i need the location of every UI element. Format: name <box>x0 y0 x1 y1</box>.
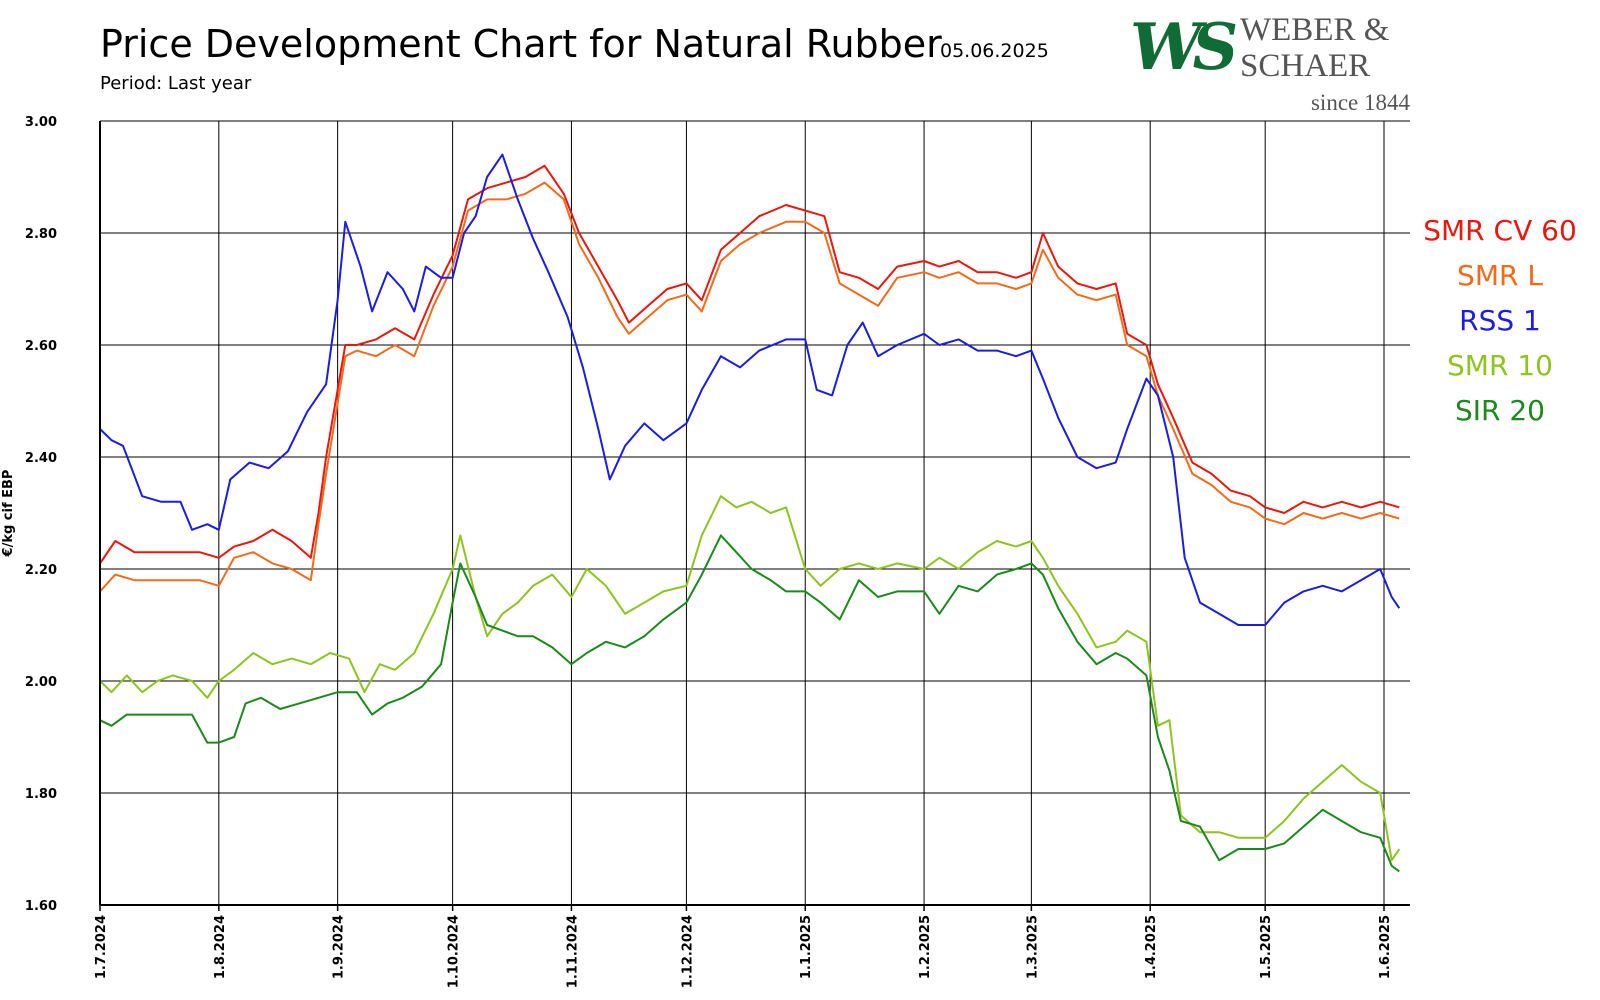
series-line-smr-10 <box>99 495 1401 862</box>
axes: 1.60 1.80 2.00 2.20 2.40 2.60 2.80 3.00 1.7.2024… <box>1 115 1410 988</box>
x-tick-label: 1.12.2024 <box>680 915 695 988</box>
y-tick-label: 2.20 <box>25 563 57 578</box>
series-line-rss-1 <box>99 153 1401 626</box>
legend-item-smr-10: SMR 10 <box>1447 349 1553 382</box>
x-tick-label: 1.7.2024 <box>94 915 109 979</box>
y-axis-label: €/kg cif EBP <box>1 470 16 558</box>
x-tick-label: 1.9.2024 <box>332 915 347 979</box>
x-tick-label: 1.1.2025 <box>799 915 814 979</box>
x-tick-label: 1.2.2025 <box>918 915 933 979</box>
logo-since: since 1844 <box>1310 90 1410 115</box>
logo-name-line2: SCHAER <box>1240 48 1371 84</box>
y-tick-label: 1.80 <box>25 787 57 802</box>
company-logo: WS WEBER & SCHAER since 1844 <box>1123 6 1410 116</box>
legend-item-sir-20: SIR 20 <box>1454 394 1545 427</box>
chart-legend: SMR CV 60 SMR L RSS 1 SMR 10 SIR 20 <box>1410 208 1590 433</box>
legend-item-smr-l: SMR L <box>1457 259 1543 292</box>
series-line-smr-l <box>99 181 1400 593</box>
y-tick-label: 2.40 <box>25 451 57 466</box>
legend-item-rss-1: RSS 1 <box>1459 304 1541 337</box>
x-tick-label: 1.5.2025 <box>1259 915 1274 979</box>
series-line-smr-cv-60 <box>99 164 1400 564</box>
x-tick-label: 1.8.2024 <box>213 915 228 979</box>
series-lines <box>99 153 1401 873</box>
y-tick-label: 2.80 <box>25 227 57 242</box>
legend-item-smr-cv-60: SMR CV 60 <box>1423 214 1577 247</box>
x-tick-label: 1.11.2024 <box>565 915 580 988</box>
x-tick-label: 1.3.2025 <box>1025 915 1040 979</box>
y-tick-label: 3.00 <box>25 115 57 130</box>
chart-title: Price Development Chart for Natural Rubb… <box>100 22 942 66</box>
logo-name: WEBER & SCHAER <box>1240 12 1389 84</box>
y-tick-label: 2.60 <box>25 339 57 354</box>
x-tick-label: 1.10.2024 <box>447 915 462 988</box>
grid-lines <box>99 120 1410 906</box>
logo-name-line1: WEBER & <box>1240 12 1390 48</box>
y-tick-label: 1.60 <box>25 899 57 914</box>
chart-period: Period: Last year <box>100 73 252 94</box>
chart-date: 05.06.2025 <box>940 40 1049 62</box>
series-line-sir-20 <box>99 534 1400 873</box>
y-tick-label: 2.00 <box>25 675 57 690</box>
x-tick-label: 1.4.2025 <box>1144 915 1159 979</box>
x-tick-label: 1.6.2025 <box>1378 915 1393 979</box>
